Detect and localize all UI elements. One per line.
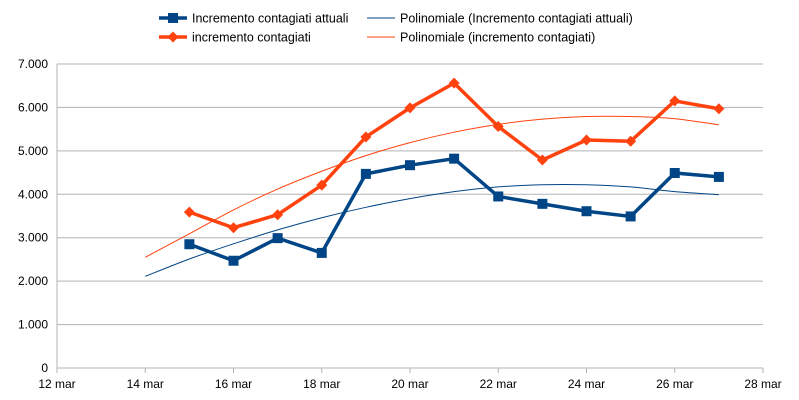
data-point-diamond <box>713 103 725 115</box>
data-point-square <box>713 171 724 182</box>
data-point-square <box>184 239 195 250</box>
x-tick-label: 20 mar <box>391 377 428 391</box>
data-point-square <box>449 153 460 164</box>
data-point-diamond <box>492 121 504 133</box>
y-tick-label: 6.000 <box>18 100 48 114</box>
data-point-diamond <box>404 102 416 114</box>
y-tick-label: 2.000 <box>18 274 48 288</box>
data-point-diamond <box>183 206 195 218</box>
x-tick-label: 18 mar <box>303 377 340 391</box>
data-point-diamond <box>581 134 592 146</box>
data-point-square <box>537 198 548 209</box>
data-point-diamond <box>536 154 548 166</box>
y-tick-label: 5.000 <box>18 144 48 158</box>
y-tick-label: 7.000 <box>18 57 48 71</box>
legend-item: Incremento contagiati attuali <box>159 12 348 26</box>
x-tick-label: 16 mar <box>215 377 252 391</box>
data-point-square <box>493 191 504 202</box>
data-point-square <box>228 255 239 266</box>
legend: Incremento contagiati attuali Polinomiale… <box>159 12 633 45</box>
legend-label: Incremento contagiati attuali <box>192 12 348 26</box>
series <box>183 77 725 266</box>
legend-marker-square <box>168 13 178 23</box>
x-tick-label: 22 mar <box>480 377 517 391</box>
x-tick-label: 26 mar <box>656 377 693 391</box>
data-point-diamond <box>448 77 460 89</box>
legend-item-trendline: Polinomiale (incremento contagiati) <box>367 31 595 45</box>
x-tick-label: 14 mar <box>127 377 164 391</box>
legend-label: Polinomiale (incremento contagiati) <box>400 31 595 45</box>
legend-item: incremento contagiati <box>159 31 311 45</box>
x-tick-label: 24 mar <box>568 377 605 391</box>
y-tick-label: 1.000 <box>18 318 48 332</box>
data-point-square <box>316 247 327 258</box>
trendline-1 <box>145 183 719 277</box>
data-point-square <box>405 160 415 171</box>
y-tick-label: 0 <box>41 361 48 375</box>
x-tick-label: 28 mar <box>744 377 781 391</box>
data-point-square <box>625 211 636 222</box>
legend-label: Polinomiale (Incremento contagiati attua… <box>400 12 633 26</box>
trendline-2 <box>145 115 719 258</box>
y-tick-label: 4.000 <box>18 187 48 201</box>
data-point-square <box>669 168 680 179</box>
data-point-diamond <box>228 222 239 234</box>
data-point-diamond <box>625 135 637 147</box>
data-point-diamond <box>316 179 328 191</box>
legend-item-trendline: Polinomiale (Incremento contagiati attua… <box>367 12 633 26</box>
x-tick-label: 12 mar <box>38 377 75 391</box>
legend-label: incremento contagiati <box>192 31 311 45</box>
trendlines <box>145 115 719 277</box>
y-tick-label: 3.000 <box>18 231 48 245</box>
data-point-diamond <box>360 131 372 143</box>
data-point-diamond <box>272 209 284 221</box>
data-point-diamond <box>669 95 681 107</box>
data-point-square <box>272 233 283 244</box>
axes: 0 1.000 2.000 3.000 4.000 5.000 6.000 7.000 12 m… <box>18 57 782 391</box>
series-line-1 <box>188 156 720 263</box>
data-point-square <box>581 206 592 217</box>
data-point-square <box>360 168 371 179</box>
legend-marker-diamond <box>167 31 179 43</box>
